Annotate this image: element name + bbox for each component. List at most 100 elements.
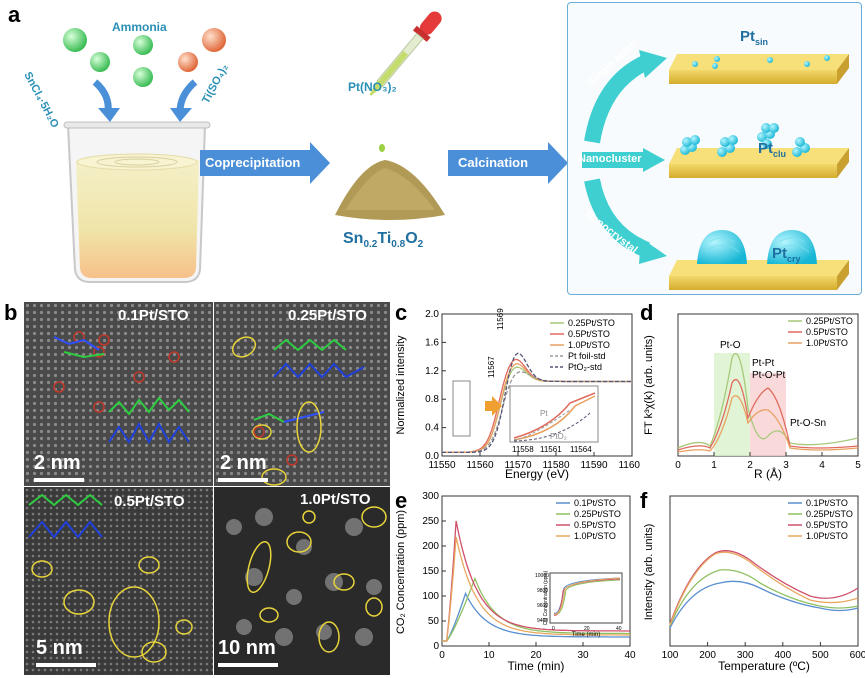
e-inset-xt0: 0 [552,626,555,632]
c-zoom-box [452,380,471,437]
legend-label: 1.0Pt/STO [806,338,848,348]
panel-b-label: b [4,300,18,325]
legend-label: 1.0Pt/STO [568,340,610,350]
e-xlabel: Time (min) [508,659,565,673]
calcination-arrow [448,142,568,184]
tiso-ball-2 [178,52,198,72]
c-inset-curve-2 [513,395,596,441]
c-ann-pt: Pt [540,409,548,418]
legend-label: 0.25Pt/STO [574,509,621,519]
curve-arrow-single [584,54,651,144]
e-series-line [442,591,630,642]
tem-image-1.0pt: 1.0Pt/STO 10 nm [214,487,390,675]
d-ann-ptosn: Pt-O-Sn [790,418,826,429]
d-xlabel: R (Å) [754,466,782,481]
scale-bar-br [218,663,278,667]
x-tick-label: 11590 [580,460,608,471]
ammonia-ball-2 [133,67,153,87]
y-tick-label: 250 [422,516,439,527]
c-inset-frame [509,385,599,443]
legend-label: 1.0Pt/STO [806,531,848,541]
scale-bar-tl [34,478,84,482]
c-inset-curve-pt [513,409,571,441]
e-inset-xt2: 40 [616,626,622,632]
e-ylabel: CO₂ Concentration (ppm) [395,510,407,634]
nanocluster-label: Nanocluster [578,153,642,165]
x-tick-label: 100 [662,650,679,661]
ammonia-label: Ammonia [112,20,167,34]
legend-label: 0.5Pt/STO [574,520,616,530]
x-tick-label: 600 [850,650,865,661]
scale-label-bl: 5 nm [36,637,83,659]
y-tick-label: 0.8 [425,394,439,405]
f-xlabel: Temperature (ºC) [718,659,810,673]
legend-label: 1.0Pt/STO [574,531,616,541]
legend-label: PtO₂-std [568,362,602,372]
d-line-1.0 [677,395,859,453]
y-tick-label: 2.0 [425,309,439,320]
x-tick-label: 0 [675,460,681,471]
scale-bar-tr [218,478,268,482]
y-tick-label: 0 [433,641,439,652]
tem-image-0.25pt: 0.25Pt/STO 2 nm [214,302,390,486]
y-tick-label: 1.6 [425,337,439,348]
legend-label: 0.5Pt/STO [568,329,610,339]
legend-label: 0.25Pt/STO [806,316,853,326]
ammonia-ball-1 [133,35,153,55]
panel-a-reagents [63,28,226,283]
product-formula: Sn0.2Ti0.8O2 [343,230,424,251]
panel-c-label: c [395,300,408,325]
f-ylabel: Intensity (arb. units) [643,524,655,621]
scale-label-tr: 2 nm [220,452,267,474]
f-line-0.1 [669,580,859,629]
f-line-1.0 [669,551,859,626]
panel-a-label: a [8,2,21,27]
e-series-line [442,520,630,642]
d-ylabel: FT k³χ(k) (arb. units) [643,335,655,435]
x-tick-label: 0 [439,650,445,661]
x-tick-label: 5 [855,460,861,471]
pt-clu-label: Ptclu [758,140,787,159]
scale-bar-bl [36,663,96,667]
panel-f-label: f [640,488,648,513]
x-tick-label: 4 [819,460,825,471]
x-tick-label: 11570 [504,460,532,471]
slab-crystal [669,230,849,290]
calcination-label: Calcination [458,155,529,170]
chart-f-tpd: 100 200 300 400 500 600 Temperature (ºC) Inte… [643,495,865,673]
tem-image-0.5pt: 0.5Pt/STO 5 nm [24,487,213,675]
legend-label: 0.5Pt/STO [806,327,848,337]
tem-label-0.1pt: 0.1Pt/STO [118,307,189,324]
c-ann-11561: 11561 [540,445,562,454]
legend-label: 0.1Pt/STO [574,498,616,508]
support-graphics [582,50,849,290]
tem-image-0.1pt: 0.1Pt/STO 2 nm [24,302,213,486]
x-tick-label: 20 [530,650,542,661]
x-tick-label: 1 [711,460,717,471]
panel-d-label: d [640,300,654,325]
y-tick-label: 0.4 [425,423,439,434]
panel-e-label: e [395,488,408,513]
chart-d-exafs: 0 1 2 3 4 5 R (Å) FT k³χ(k) (arb. units) Pt-O… [643,313,861,481]
legend-label: 0.25Pt/STO [806,509,853,519]
x-tick-label: 300 [737,650,754,661]
tem-label-0.5pt: 0.5Pt/STO [114,493,185,510]
y-tick-label: 100 [422,591,439,602]
slab-cluster [669,123,849,178]
x-tick-label: 11580 [542,460,570,471]
scale-label-tl: 2 nm [34,452,81,474]
legend-label: 0.5Pt/STO [806,520,848,530]
e-inset-xlabel: Time (min) [572,632,600,638]
sncl-ball-2 [90,52,110,72]
e-inset-line-4 [553,577,621,615]
f-line-0.25 [669,569,859,627]
drop [379,144,385,152]
pipette-icon [369,11,442,96]
ptno3-label: Pt(NO₃)₂ [348,80,397,94]
c-series-line [442,352,632,454]
legend-label: 0.25Pt/STO [568,318,615,328]
tem-label-1.0pt: 1.0Pt/STO [300,491,371,508]
e-inset-yt0: 9400 [537,618,548,624]
